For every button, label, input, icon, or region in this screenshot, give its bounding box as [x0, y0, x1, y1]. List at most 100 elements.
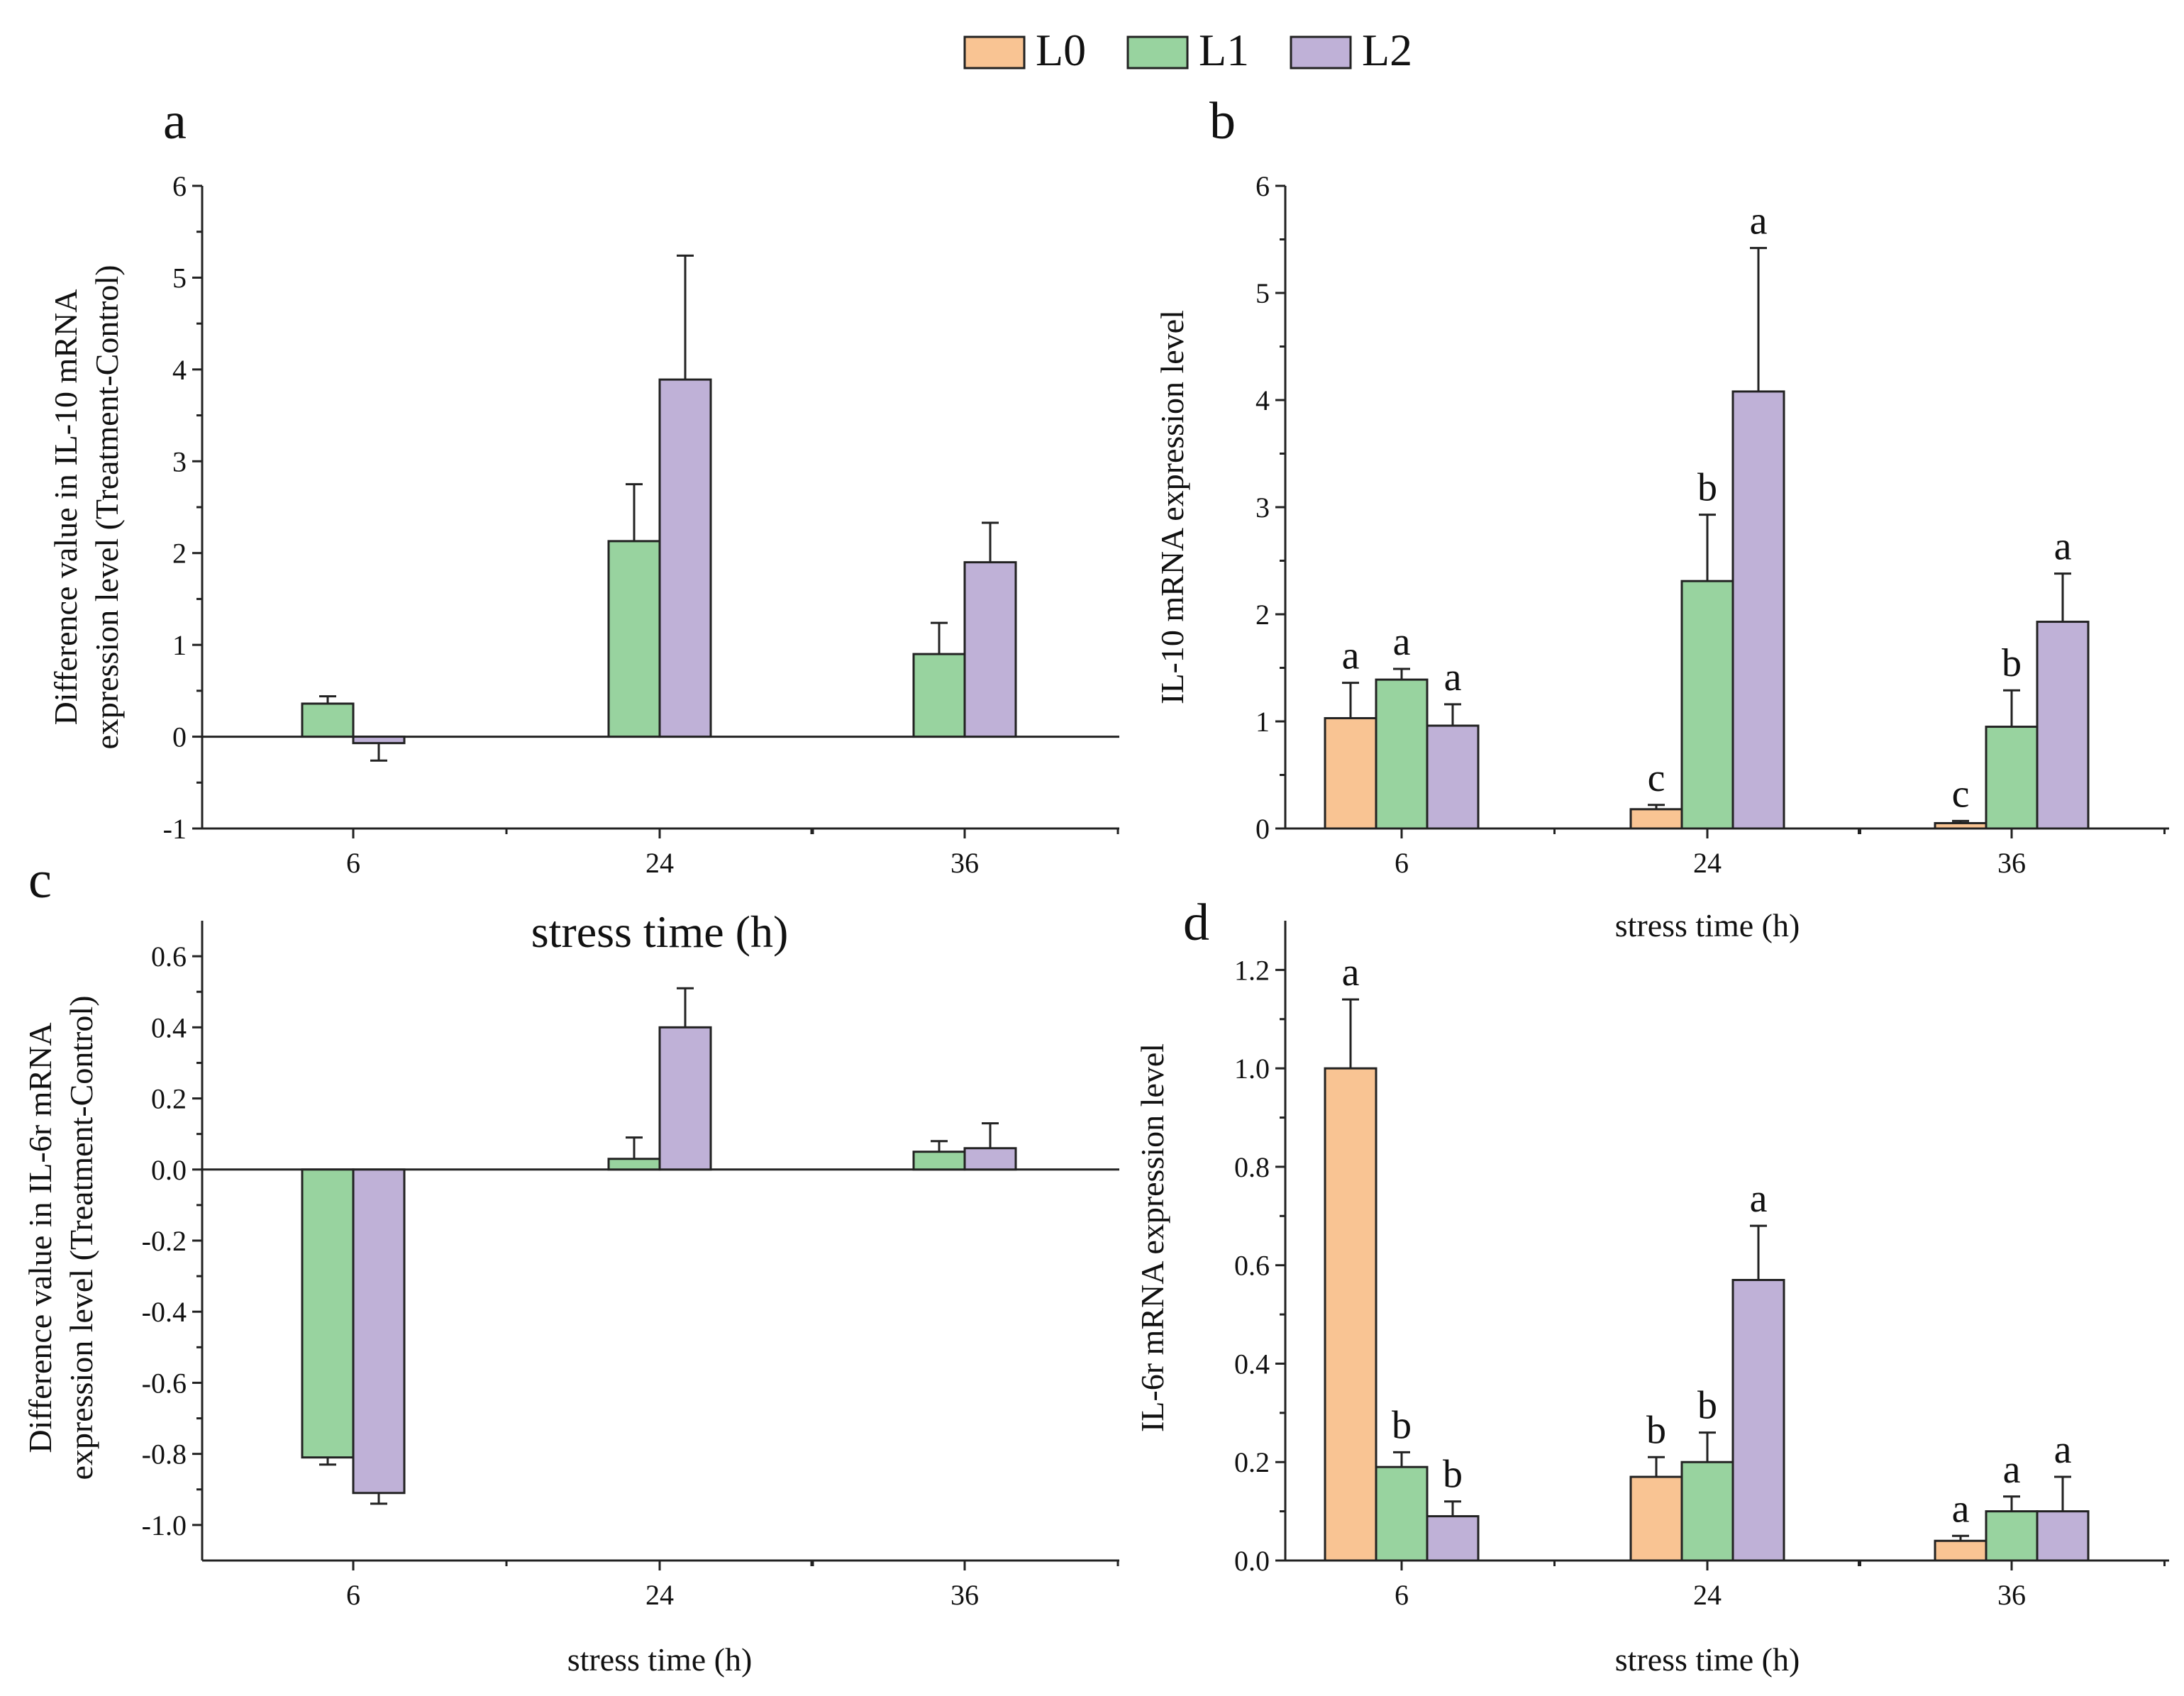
- bar-a-l2-36: [963, 561, 1017, 738]
- sig-label-d: a: [2054, 1428, 2072, 1472]
- y-tick-label-d: 0.4: [1234, 1348, 1270, 1380]
- y-tick-label-a: 0: [172, 721, 187, 753]
- x-tick-label-c: 36: [950, 1579, 979, 1611]
- bar-a-l1-6: [301, 702, 355, 738]
- x-tick-label-a: 36: [950, 847, 979, 879]
- y-tick-label-a: 2: [172, 538, 187, 570]
- y-tick-label-c: 0.0: [151, 1154, 187, 1186]
- sig-label-b: a: [1444, 655, 1462, 699]
- legend-swatch-l0: [963, 35, 1026, 70]
- y-tick-label-c: -1.0: [142, 1509, 187, 1541]
- bar-d-l1-24: [1680, 1461, 1734, 1562]
- y-tick-label-b: 4: [1255, 384, 1270, 416]
- sig-label-b: c: [1648, 756, 1665, 800]
- bar-a-l2-24: [658, 378, 712, 738]
- sig-label-d: a: [1750, 1177, 1768, 1221]
- bar-b-l2-36: [2036, 621, 2090, 830]
- y-tick-label-d: 0.8: [1234, 1151, 1270, 1183]
- x-tick-label-b: 6: [1395, 847, 1409, 879]
- x-tick-label-d: 6: [1395, 1579, 1409, 1611]
- y-tick-label-c: -0.2: [142, 1225, 187, 1257]
- y-tick-label-d: 0.0: [1234, 1545, 1270, 1577]
- y-axis-title-line: expression level (Treatment-Control): [89, 265, 125, 749]
- panel-letter-a: a: [163, 92, 187, 150]
- bar-b-l2-24: [1731, 390, 1785, 830]
- y-tick-label-d: 0.6: [1234, 1250, 1270, 1282]
- y-tick-label-a: 6: [172, 170, 187, 202]
- sig-label-d: b: [1392, 1403, 1412, 1447]
- x-axis-title-d: stress time (h): [1615, 1641, 1800, 1678]
- bar-a-l1-36: [912, 653, 966, 738]
- bar-c-l1-36: [912, 1151, 966, 1171]
- sig-label-d: b: [1646, 1408, 1666, 1452]
- x-axis-title-a: stress time (h): [531, 907, 789, 957]
- sig-label-b: c: [1952, 772, 1970, 816]
- y-tick-label-a: 1: [172, 629, 187, 661]
- sig-label-d: a: [1342, 950, 1360, 994]
- bar-d-l0-24: [1629, 1475, 1683, 1562]
- panel-letter-b: b: [1209, 92, 1236, 150]
- y-tick-label-c: -0.4: [142, 1296, 187, 1328]
- bar-b-l1-6: [1375, 678, 1429, 830]
- x-tick-label-b: 36: [1997, 847, 2026, 879]
- y-tick-label-d: 1.0: [1234, 1053, 1270, 1085]
- y-tick-label-d: 1.2: [1234, 954, 1270, 986]
- sig-label-d: b: [1697, 1384, 1717, 1428]
- bar-b-l0-24: [1629, 808, 1683, 830]
- sig-label-b: a: [1750, 199, 1768, 243]
- bar-c-l2-36: [963, 1147, 1017, 1171]
- bar-b-l2-6: [1426, 724, 1480, 830]
- x-tick-label-c: 24: [645, 1579, 674, 1611]
- y-axis-title-line: IL-6r mRNA expression level: [1134, 1043, 1170, 1432]
- bar-c-l2-6: [352, 1168, 406, 1495]
- bar-b-l1-36: [1985, 726, 2039, 830]
- bar-a-l2-6: [352, 736, 406, 745]
- bar-b-l0-6: [1324, 716, 1378, 830]
- panel-c: c -1.0 -0.8 -0.6 -0.4 -0.2 0.0 0.2 0.4 0.6 6 24 36 st…: [22, 851, 1119, 1678]
- y-tick-label-c: 0.2: [151, 1083, 187, 1115]
- panel-a: a -1 0 1 2 3 4 5 6 6 24 36 stress time (h) Difference…: [48, 92, 1119, 957]
- y-tick-label-a: 4: [172, 354, 187, 386]
- y-tick-label-c: -0.6: [142, 1367, 187, 1399]
- sig-label-b: a: [1342, 634, 1360, 678]
- y-axis-title-b: IL-10 mRNA expression level: [1154, 310, 1190, 704]
- bar-d-l2-36: [2036, 1510, 2090, 1562]
- x-tick-label-a: 6: [346, 847, 360, 879]
- sig-label-d: a: [2003, 1448, 2021, 1492]
- legend-item-l2: L2: [1290, 25, 1412, 75]
- legend-label-l1: L1: [1199, 25, 1249, 75]
- y-axis-title-c: Difference value in IL-6r mRNA expression…: [22, 995, 99, 1480]
- bar-c-l1-24: [607, 1158, 661, 1171]
- y-tick-label-c: -0.8: [142, 1439, 187, 1470]
- legend-label-l2: L2: [1362, 25, 1412, 75]
- x-axis-title-b: stress time (h): [1615, 907, 1800, 943]
- bar-d-l1-6: [1375, 1465, 1429, 1562]
- panel-letter-c: c: [28, 851, 52, 909]
- x-tick-label-d: 24: [1693, 1579, 1722, 1611]
- bar-d-l0-36: [1934, 1539, 1988, 1562]
- bar-d-l0-6: [1324, 1067, 1378, 1562]
- bar-d-l2-24: [1731, 1279, 1785, 1562]
- legend-item-l1: L1: [1126, 25, 1249, 75]
- bar-b-l0-36: [1934, 821, 1988, 830]
- y-tick-label-b: 0: [1255, 813, 1270, 845]
- sig-label-b: a: [1393, 620, 1411, 664]
- bar-d-l2-6: [1426, 1515, 1480, 1562]
- legend-item-l0: L0: [963, 25, 1086, 75]
- y-tick-label-b: 2: [1255, 599, 1270, 631]
- y-axis-title-line: Difference value in IL-10 mRNA: [48, 289, 84, 726]
- bar-c-l1-6: [301, 1168, 355, 1459]
- legend-swatch-l1: [1126, 35, 1189, 70]
- y-axis-title-line: IL-10 mRNA expression level: [1154, 310, 1190, 704]
- y-tick-label-a: 3: [172, 445, 187, 477]
- y-axis-title-a: Difference value in IL-10 mRNA expression…: [48, 265, 125, 749]
- x-tick-label-c: 6: [346, 1579, 360, 1611]
- y-tick-label-c: 0.6: [151, 941, 187, 972]
- y-tick-label-a: -1: [163, 813, 187, 845]
- y-tick-label-b: 6: [1255, 170, 1270, 202]
- x-tick-label-a: 24: [645, 847, 674, 879]
